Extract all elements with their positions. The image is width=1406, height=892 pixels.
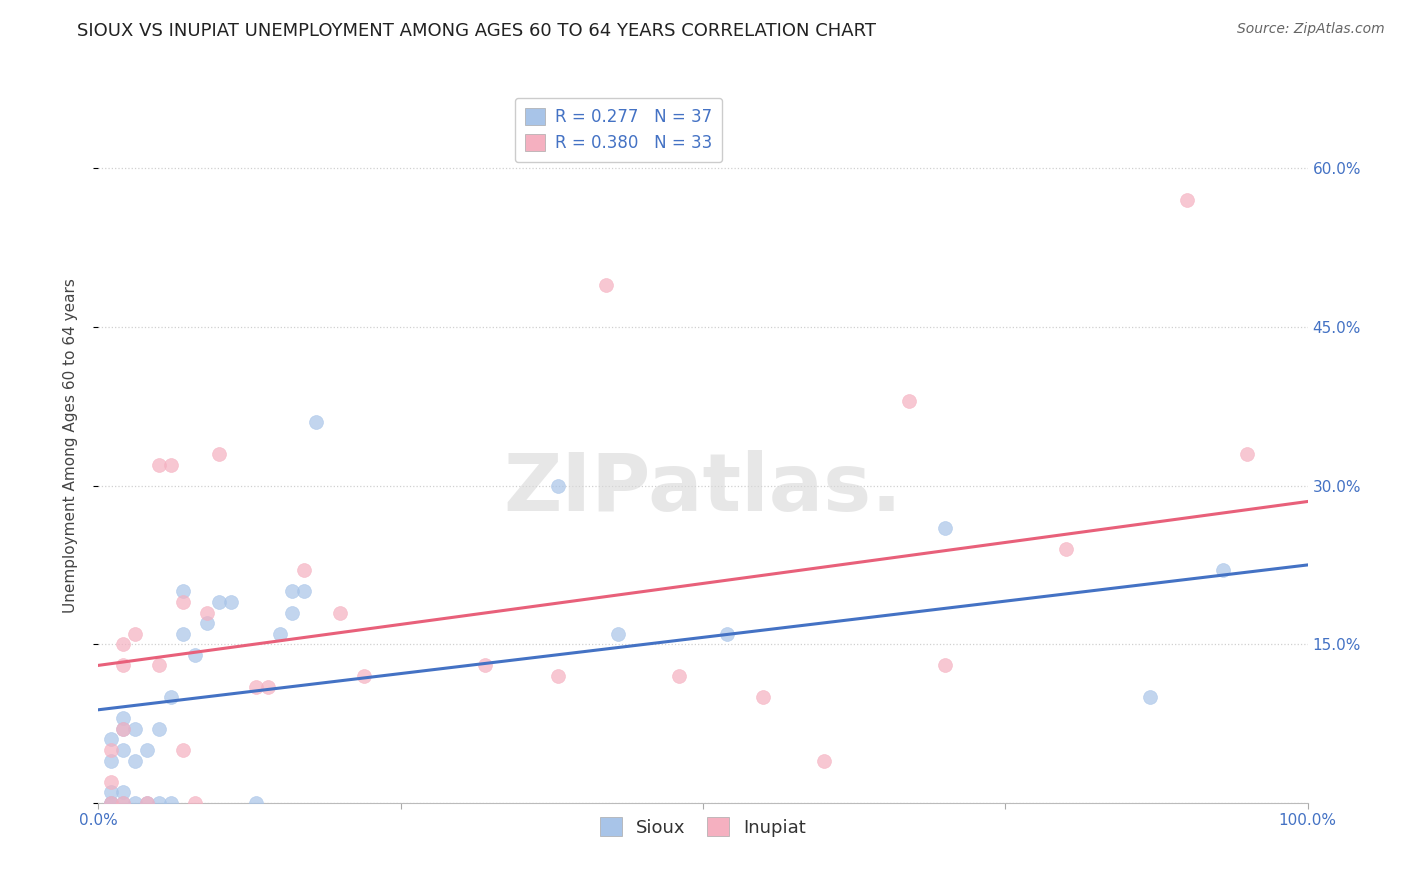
Point	[281, 584, 304, 599]
Text: Source: ZipAtlas.com: Source: ZipAtlas.com	[1237, 22, 1385, 37]
Point	[547, 669, 569, 683]
Point	[221, 595, 243, 609]
Point	[100, 796, 122, 810]
Point	[111, 743, 134, 757]
Text: ZIPatlas.: ZIPatlas.	[503, 450, 903, 528]
Point	[245, 680, 267, 694]
Point	[292, 563, 315, 577]
Point	[195, 606, 218, 620]
Point	[111, 796, 134, 810]
Point	[111, 796, 134, 810]
Point	[897, 394, 920, 409]
Point	[111, 722, 134, 736]
Point	[172, 743, 194, 757]
Point	[668, 669, 690, 683]
Point	[100, 785, 122, 799]
Point	[160, 458, 183, 472]
Point	[100, 774, 122, 789]
Point	[934, 521, 956, 535]
Point	[353, 669, 375, 683]
Point	[111, 711, 134, 725]
Point	[1175, 193, 1198, 207]
Point	[595, 277, 617, 292]
Point	[148, 722, 170, 736]
Point	[135, 796, 157, 810]
Point	[172, 584, 194, 599]
Point	[124, 722, 146, 736]
Point	[245, 796, 267, 810]
Legend: Sioux, Inupiat: Sioux, Inupiat	[593, 810, 813, 844]
Point	[184, 648, 207, 662]
Point	[474, 658, 496, 673]
Point	[111, 785, 134, 799]
Point	[1139, 690, 1161, 704]
Point	[111, 722, 134, 736]
Point	[124, 754, 146, 768]
Point	[208, 595, 231, 609]
Point	[135, 743, 157, 757]
Point	[172, 626, 194, 640]
Point	[100, 796, 122, 810]
Point	[607, 626, 630, 640]
Point	[135, 796, 157, 810]
Point	[195, 616, 218, 631]
Point	[1054, 542, 1077, 557]
Point	[111, 658, 134, 673]
Point	[100, 732, 122, 747]
Point	[813, 754, 835, 768]
Y-axis label: Unemployment Among Ages 60 to 64 years: Unemployment Among Ages 60 to 64 years	[63, 278, 77, 614]
Point	[160, 796, 183, 810]
Point	[934, 658, 956, 673]
Point	[100, 796, 122, 810]
Point	[547, 478, 569, 492]
Point	[124, 796, 146, 810]
Point	[752, 690, 775, 704]
Point	[292, 584, 315, 599]
Point	[100, 754, 122, 768]
Point	[148, 658, 170, 673]
Point	[148, 458, 170, 472]
Point	[1212, 563, 1234, 577]
Point	[716, 626, 738, 640]
Point	[124, 626, 146, 640]
Point	[208, 447, 231, 461]
Point	[172, 595, 194, 609]
Point	[281, 606, 304, 620]
Point	[160, 690, 183, 704]
Point	[269, 626, 291, 640]
Point	[256, 680, 278, 694]
Text: SIOUX VS INUPIAT UNEMPLOYMENT AMONG AGES 60 TO 64 YEARS CORRELATION CHART: SIOUX VS INUPIAT UNEMPLOYMENT AMONG AGES…	[77, 22, 876, 40]
Point	[100, 743, 122, 757]
Point	[1236, 447, 1258, 461]
Point	[305, 415, 328, 429]
Point	[148, 796, 170, 810]
Point	[184, 796, 207, 810]
Point	[329, 606, 352, 620]
Point	[111, 637, 134, 651]
